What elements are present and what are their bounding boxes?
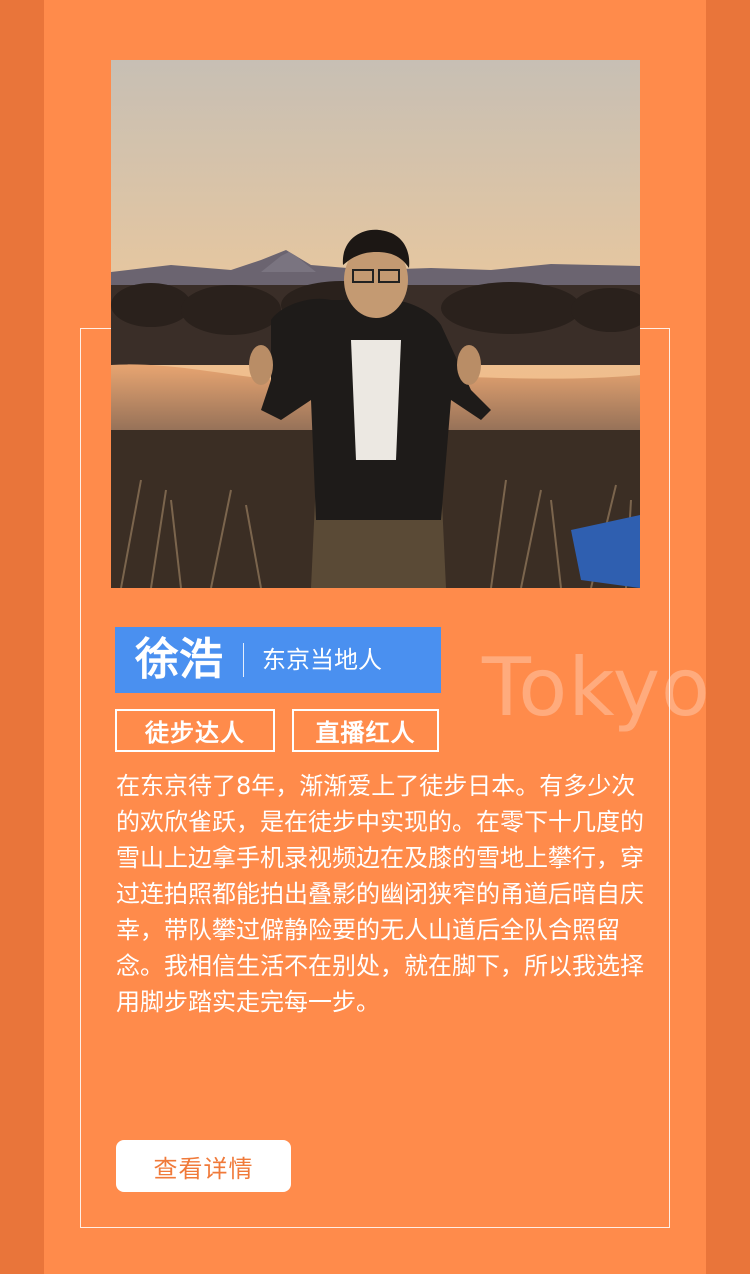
bio-text: 在东京待了8年，渐渐爱上了徒步日本。有多少次的欢欣雀跃，是在徒步中实现的。在零下… bbox=[116, 772, 644, 1016]
tag-streamer: 直播红人 bbox=[292, 709, 439, 752]
divider bbox=[243, 643, 244, 677]
person-name: 徐浩 bbox=[135, 634, 223, 685]
watermark-text: Tokyo bbox=[482, 641, 711, 734]
view-details-button[interactable]: 查看详情 bbox=[116, 1140, 291, 1192]
name-bar: 徐浩 东京当地人 bbox=[115, 627, 441, 693]
profile-photo bbox=[111, 60, 640, 588]
tag-hiking: 徒步达人 bbox=[115, 709, 275, 752]
person-role: 东京当地人 bbox=[262, 646, 382, 674]
